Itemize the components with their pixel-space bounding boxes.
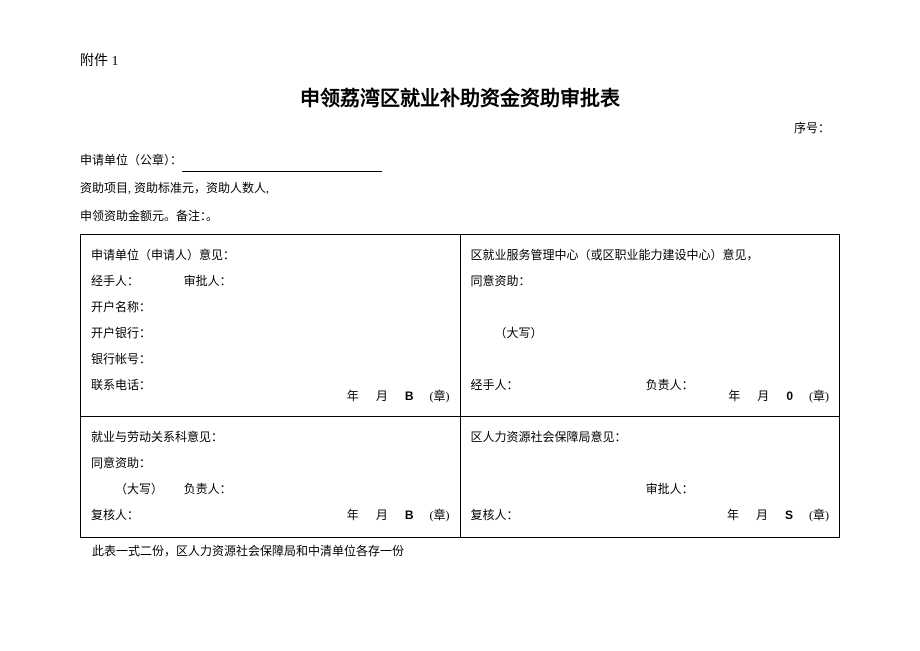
cell-bureau-opinion: 区人力资源社会保障局意见： 审批人： 复核人： 年 月 S(章) xyxy=(460,417,840,538)
cell-a-approver: 审批人： xyxy=(184,269,274,293)
page-title: 申领荔湾区就业补助资金资助审批表 xyxy=(80,82,840,111)
serial-number-label: 序号： xyxy=(80,119,840,136)
cell-d-approver: 审批人： xyxy=(646,477,818,501)
cell-a-account-name: 开户名称： xyxy=(91,295,450,319)
cell-d-title: 区人力资源社会保障局意见： xyxy=(471,425,830,449)
approval-table: 申请单位（申请人）意见： 经手人： 审批人： 开户名称： 开户银行： 银行帐号：… xyxy=(80,234,840,538)
cell-a-bank: 开户银行： xyxy=(91,321,450,345)
cell-a-account-no: 银行帐号： xyxy=(91,347,450,371)
attachment-label: 附件 1 xyxy=(80,50,840,70)
cell-b-title: 区就业服务管理中心（或区职业能力建设中心）意见， xyxy=(471,243,830,267)
cell-c-title: 就业与劳动关系科意见： xyxy=(91,425,450,449)
applicant-unit-blank xyxy=(182,158,382,172)
cell-b-stamp: 年 月 0(章) xyxy=(471,384,830,408)
cell-labor-section-opinion: 就业与劳动关系科意见： 同意资助： （大写） 负责人： 复核人： 年 月 B(章… xyxy=(81,417,461,538)
cell-b-capital: （大写） xyxy=(471,321,830,345)
cell-applicant-opinion: 申请单位（申请人）意见： 经手人： 审批人： 开户名称： 开户银行： 银行帐号：… xyxy=(81,235,461,417)
amount-note-line: 申领资助金额元。备注：。 xyxy=(80,204,840,228)
cell-a-title: 申请单位（申请人）意见： xyxy=(91,243,450,267)
cell-c-capital: （大写） xyxy=(91,477,181,501)
cell-a-handler: 经手人： xyxy=(91,269,181,293)
footnote: 此表一式二份，区人力资源社会保障局和中清单位各存一份 xyxy=(80,542,840,559)
cell-c-responsible: 负责人： xyxy=(184,477,274,501)
cell-service-center-opinion: 区就业服务管理中心（或区职业能力建设中心）意见， 同意资助： （大写） 经手人：… xyxy=(460,235,840,417)
header-info: 申请单位（公章）： 资助项目, 资助标准元，资助人数人, 申领资助金额元。备注：… xyxy=(80,148,840,228)
cell-c-agree: 同意资助： xyxy=(91,451,450,475)
cell-d-stamp: 年 月 S(章) xyxy=(471,503,830,527)
cell-c-stamp: 年 月 B(章) xyxy=(91,503,450,527)
applicant-unit-label: 申请单位（公章）： xyxy=(80,153,182,167)
funding-items-line: 资助项目, 资助标准元，资助人数人, xyxy=(80,176,840,200)
cell-a-stamp: 年 月 B(章) xyxy=(91,384,450,408)
cell-b-agree: 同意资助： xyxy=(471,269,830,293)
